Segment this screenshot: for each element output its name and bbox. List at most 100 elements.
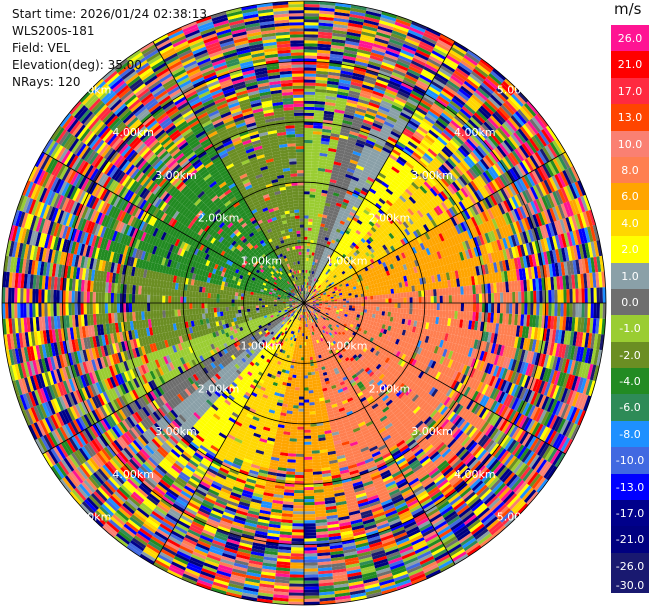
velocity-gate xyxy=(416,79,430,89)
velocity-gate xyxy=(386,47,401,55)
velocity-gate xyxy=(305,294,307,298)
velocity-gate xyxy=(417,46,432,56)
velocity-gate xyxy=(369,154,378,161)
velocity-gate xyxy=(305,275,307,279)
velocity-gate xyxy=(327,212,333,217)
velocity-gate xyxy=(304,22,319,26)
velocity-gate xyxy=(304,233,308,237)
velocity-gate xyxy=(306,294,308,298)
velocity-gate xyxy=(358,43,373,50)
velocity-gate xyxy=(372,90,385,98)
velocity-gate xyxy=(584,288,588,303)
velocity-gate xyxy=(409,93,422,102)
velocity-gate xyxy=(551,289,555,303)
velocity-gate xyxy=(377,134,388,142)
velocity-gate xyxy=(569,288,573,303)
velocity-gate xyxy=(348,232,354,237)
velocity-gate xyxy=(327,77,340,83)
velocity-gate xyxy=(327,150,336,156)
velocity-gate xyxy=(358,159,367,166)
velocity-gate xyxy=(316,262,320,267)
velocity-gate xyxy=(406,122,418,131)
velocity-gate xyxy=(305,263,309,267)
velocity-gate xyxy=(378,70,392,78)
velocity-gate xyxy=(350,7,367,14)
velocity-gate xyxy=(403,308,407,314)
velocity-gate xyxy=(304,16,319,20)
velocity-gate xyxy=(362,25,378,32)
velocity-gate xyxy=(304,254,307,258)
velocity-gate xyxy=(332,167,340,172)
velocity-gate xyxy=(436,288,440,296)
velocity-gate xyxy=(379,307,383,312)
velocity-gate xyxy=(329,59,343,65)
velocity-gate xyxy=(350,219,357,225)
velocity-gate xyxy=(347,25,363,32)
velocity-gate xyxy=(350,156,360,162)
velocity-gate xyxy=(395,120,407,128)
velocity-gate xyxy=(307,264,311,268)
velocity-gate xyxy=(406,32,422,41)
velocity-gate xyxy=(339,73,353,79)
velocity-gate xyxy=(554,303,558,317)
velocity-gate xyxy=(308,209,314,213)
velocity-gate xyxy=(348,93,360,99)
velocity-gate xyxy=(521,291,525,303)
velocity-gate xyxy=(319,155,328,160)
velocity-gate xyxy=(305,288,308,292)
velocity-gate xyxy=(410,90,424,99)
velocity-gate xyxy=(357,308,362,312)
velocity-gate xyxy=(332,226,338,232)
velocity-gate xyxy=(419,40,435,51)
velocity-gate xyxy=(500,292,504,303)
velocity-gate xyxy=(319,4,336,9)
velocity-gate xyxy=(315,88,327,93)
velocity-gate xyxy=(343,239,349,245)
velocity-gate xyxy=(317,216,323,221)
velocity-gate xyxy=(445,54,461,65)
velocity-gate xyxy=(412,303,416,309)
velocity-gate xyxy=(307,292,310,295)
velocity-gate xyxy=(331,41,346,47)
velocity-gate xyxy=(315,82,327,87)
velocity-gate xyxy=(364,13,381,20)
velocity-gate xyxy=(323,227,329,232)
velocity-gate xyxy=(304,230,308,234)
velocity-gate xyxy=(308,215,314,219)
velocity-gate xyxy=(572,288,576,303)
velocity-gate xyxy=(304,260,307,264)
velocity-gate xyxy=(379,152,389,160)
velocity-gate xyxy=(360,127,370,134)
velocity-gate xyxy=(388,153,398,162)
velocity-gate xyxy=(346,234,352,240)
velocity-gate xyxy=(365,110,377,117)
velocity-gate xyxy=(343,52,357,58)
velocity-gate xyxy=(304,152,312,156)
velocity-gate xyxy=(333,20,349,26)
velocity-gate xyxy=(309,273,312,277)
velocity-gate xyxy=(365,10,382,18)
velocity-gate xyxy=(304,297,306,300)
velocity-gate xyxy=(340,204,347,210)
velocity-gate xyxy=(563,303,567,317)
velocity-gate xyxy=(424,63,439,73)
velocity-gate xyxy=(308,282,311,286)
velocity-gate xyxy=(366,292,371,297)
velocity-gate xyxy=(354,110,366,117)
velocity-gate xyxy=(381,290,386,295)
velocity-gate xyxy=(334,11,350,17)
velocity-gate xyxy=(320,223,326,228)
velocity-gate xyxy=(413,54,428,64)
velocity-gate xyxy=(356,51,371,58)
velocity-gate xyxy=(373,299,377,303)
velocity-gate xyxy=(380,149,391,157)
velocity-gate xyxy=(311,224,317,229)
velocity-gate xyxy=(332,26,348,32)
velocity-gate xyxy=(386,138,397,147)
velocity-gate xyxy=(317,167,326,172)
velocity-gate xyxy=(396,93,409,102)
velocity-gate xyxy=(318,28,333,33)
velocity-gate xyxy=(330,200,337,206)
velocity-gate xyxy=(437,39,452,50)
velocity-gate xyxy=(353,214,360,220)
